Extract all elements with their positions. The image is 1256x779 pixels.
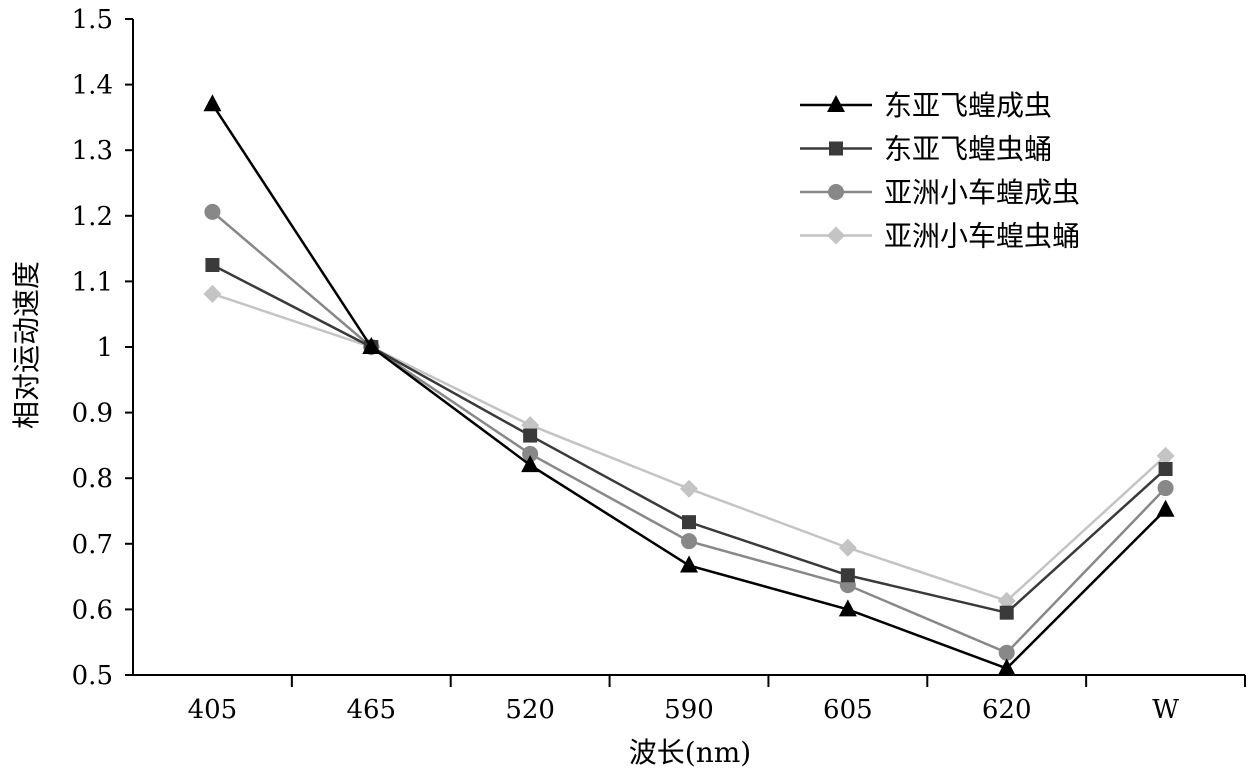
x-tick-label: 405 [188, 695, 238, 725]
y-tick-label: 0.6 [72, 595, 113, 625]
triangle-marker [997, 658, 1016, 676]
triangle-marker [362, 337, 381, 354]
x-tick-label: 520 [505, 695, 555, 725]
y-tick-label: 1.3 [72, 136, 113, 166]
triangle-marker [838, 599, 857, 617]
y-tick-label: 1.2 [72, 202, 113, 232]
y-tick-label: 0.7 [72, 530, 113, 560]
circle-marker [681, 533, 697, 550]
legend-item: 亚洲小车蝗虫蛹 [800, 220, 1080, 253]
square-marker [840, 568, 855, 583]
y-axis-label: 相对运动速度 [10, 261, 43, 429]
diamond-marker [997, 591, 1016, 610]
x-tick-label: 605 [823, 695, 873, 725]
diamond-marker [827, 226, 845, 245]
y-tick-label: 1 [96, 333, 113, 363]
circle-marker [828, 184, 844, 200]
y-tick-label: 0.9 [72, 399, 113, 429]
series-triangle [203, 94, 1175, 676]
y-tick-label: 1.4 [72, 71, 113, 101]
square-marker [999, 605, 1014, 620]
circle-marker [522, 445, 539, 462]
x-tick-label: W [1152, 695, 1179, 725]
circle-marker [204, 203, 221, 220]
square-marker [829, 141, 843, 156]
x-tick-label: 620 [982, 695, 1032, 725]
square-marker [523, 428, 538, 443]
legend-label: 亚洲小车蝗虫蛹 [884, 220, 1080, 253]
series-group [203, 94, 1175, 676]
triangle-marker [203, 94, 222, 112]
square-marker [682, 515, 696, 530]
circle-marker [998, 644, 1015, 661]
legend-item: 东亚飞蝗虫蛹 [800, 133, 1052, 166]
triangle-marker [1156, 499, 1175, 517]
y-tick-label: 1.1 [72, 267, 113, 297]
legend-item: 亚洲小车蝗成虫 [800, 176, 1080, 209]
y-tick-label: 0.5 [72, 661, 113, 691]
x-tick-label: 465 [346, 695, 396, 725]
x-tick-label: 590 [664, 695, 714, 725]
triangle-marker [521, 455, 540, 473]
circle-marker [1157, 480, 1174, 497]
y-tick-label: 1.5 [72, 5, 113, 35]
axes: 0.5 0.6 0.7 0.8 0.9 1 1.1 1.2 1.3 1.4 1.5 405 465 520… [72, 5, 1246, 725]
x-axis-label: 波长(nm) [629, 736, 751, 769]
y-tick-label: 0.8 [72, 464, 113, 494]
diamond-marker [1156, 446, 1175, 465]
diamond-marker [680, 479, 698, 498]
diamond-marker [838, 538, 857, 557]
square-marker [1158, 462, 1173, 477]
legend-label: 东亚飞蝗成虫 [884, 89, 1052, 122]
legend-label: 东亚飞蝗虫蛹 [884, 133, 1052, 166]
square-marker [205, 258, 220, 272]
triangle-marker [680, 555, 698, 573]
legend-item: 东亚飞蝗成虫 [800, 89, 1052, 122]
diamond-marker [203, 284, 222, 303]
legend-label: 亚洲小车蝗成虫 [884, 176, 1080, 209]
triangle-marker [827, 95, 845, 112]
